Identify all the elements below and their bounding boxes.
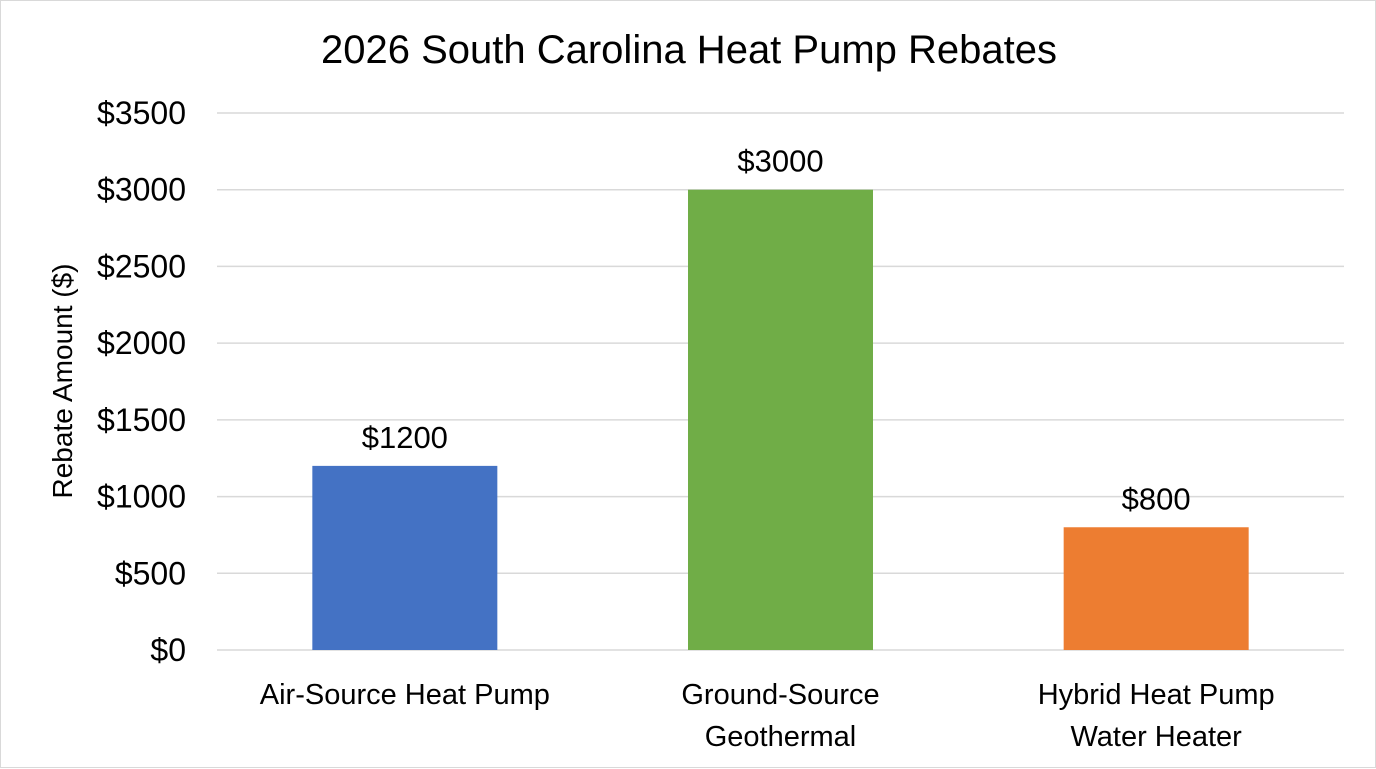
data-labels: $1200 $3000 $800: [362, 144, 1191, 517]
data-label: $800: [1122, 481, 1191, 516]
x-axis-categories: Air-Source Heat Pump Ground-Source Geother…: [260, 679, 1275, 753]
y-tick-label: $3500: [97, 95, 186, 131]
bars: [312, 189, 1249, 650]
x-category-label: Water Heater: [1070, 721, 1242, 753]
y-tick-label: $2000: [97, 325, 186, 361]
bar: [688, 189, 873, 650]
chart-title: 2026 South Carolina Heat Pump Rebates: [321, 28, 1057, 72]
x-category-label: Ground-Source: [681, 679, 879, 711]
data-label: $1200: [362, 420, 448, 455]
y-tick-label: $0: [150, 632, 186, 668]
y-tick-label: $3000: [97, 172, 186, 208]
bar: [1063, 527, 1249, 650]
x-category-label: Hybrid Heat Pump: [1038, 679, 1275, 711]
y-tick-label: $2500: [97, 248, 186, 284]
bar: [312, 465, 498, 650]
y-tick-label: $1000: [97, 479, 186, 515]
y-axis-title: Rebate Amount ($): [47, 263, 78, 498]
data-label: $3000: [737, 144, 823, 179]
x-category-label: Air-Source Heat Pump: [260, 679, 550, 711]
y-axis-ticks: $0 $500 $1000 $1500 $2000 $2500 $3000 $3500: [97, 95, 186, 668]
y-tick-label: $500: [115, 555, 186, 591]
x-category-label: Geothermal: [705, 721, 857, 753]
y-tick-label: $1500: [97, 402, 186, 438]
